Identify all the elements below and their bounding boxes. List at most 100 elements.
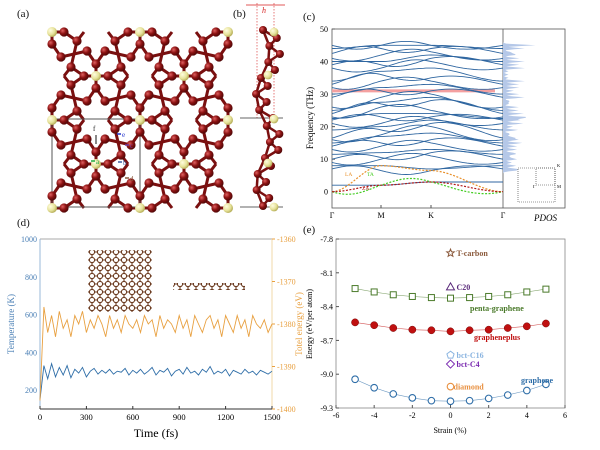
carbon-atom-sp2	[144, 140, 154, 150]
carbon-atom-sp2	[110, 194, 120, 204]
carbon-atom-sp2	[270, 66, 279, 74]
data-point-penta-graphene	[370, 288, 378, 296]
optical-band	[331, 104, 504, 120]
carbon-atom-sp2	[147, 27, 157, 37]
carbon-atom-sp2	[82, 46, 92, 56]
carbon-atom-sp2	[135, 103, 145, 113]
data-point-C20	[445, 281, 456, 291]
x-tick-label: 4	[525, 411, 529, 420]
carbon-atom-sp2	[259, 202, 267, 210]
carbon-atom-sp2	[167, 159, 177, 169]
carbon-atom-sp2	[144, 90, 154, 100]
carbon-atom-sp3	[47, 115, 57, 125]
carbon-atom-sp2	[154, 150, 164, 160]
bond-label-d: d	[130, 175, 134, 183]
carbon-atom-sp2	[135, 127, 145, 137]
data-point-graphene	[522, 386, 531, 395]
optical-band	[331, 40, 504, 50]
y-tick-label: -9.0	[320, 370, 333, 379]
carbon-atom-sp2	[265, 194, 274, 202]
data-point-penta-graphene	[427, 294, 435, 302]
x-tick-label: 600	[126, 412, 139, 422]
bz-label-m: M	[557, 184, 561, 189]
x-tick-label: -2	[409, 411, 416, 420]
carbon-atom-sp2	[56, 140, 66, 150]
optical-band	[331, 115, 504, 128]
carbon-atom-sp2	[126, 90, 136, 100]
y-tick-label: -8.1	[320, 269, 333, 278]
carbon-atom-sp2	[154, 62, 164, 72]
bond-label-e: e	[122, 131, 125, 139]
optical-band	[331, 88, 504, 98]
unit-cell	[51, 118, 141, 208]
kpoint-label: M	[377, 211, 384, 220]
data-point-graphene	[427, 396, 436, 405]
left-tick-label: 400	[25, 348, 37, 357]
optical-band	[332, 181, 503, 186]
series-label-graphene: graphene	[521, 376, 553, 385]
carbon-atom-sp2	[135, 191, 145, 201]
acoustic-branch-ZA	[332, 181, 503, 193]
carbon-atom-sp3	[269, 202, 279, 212]
bz-label-gamma: Γ	[533, 184, 536, 189]
x-tick-label: 900	[173, 412, 186, 422]
carbon-atom-sp2	[253, 170, 262, 178]
branch-label-LA: LA	[345, 172, 352, 178]
optical-band	[331, 124, 504, 143]
carbon-atom-sp2	[59, 115, 69, 125]
inset-top-view	[88, 250, 152, 312]
data-point-grapheneplus	[465, 326, 474, 335]
carbon-atom-sp2	[252, 90, 261, 98]
optical-band	[331, 72, 504, 85]
carbon-atom-sp2	[211, 27, 221, 37]
carbon-atom-sp2	[66, 150, 76, 160]
carbon-atom-sp2	[223, 127, 233, 137]
energy-ylabel: Energy (eV/per atom)	[305, 289, 314, 359]
data-point-grapheneplus	[427, 326, 436, 335]
data-point-graphene	[408, 394, 417, 402]
x-tick-label: 0	[38, 412, 42, 422]
bond-label-c: c	[130, 142, 133, 150]
data-point-penta-graphene	[447, 294, 454, 302]
y-tick-label: -8.7	[320, 336, 333, 345]
carbon-atom-sp2	[82, 134, 92, 144]
carbon-atom-sp2	[56, 178, 66, 188]
panel-label-a: (a)	[17, 8, 30, 20]
carbon-atom-sp2	[72, 194, 82, 204]
y-tick-label: 10	[320, 155, 328, 164]
point-label-bct-C16: bct-C16	[457, 351, 484, 360]
carbon-atom-sp2	[66, 80, 76, 90]
right-tick-label: -1380	[277, 320, 296, 329]
carbon-atom-sp2	[214, 90, 224, 100]
branch-label-TA: TA	[367, 172, 374, 178]
carbon-atom-sp2	[56, 90, 66, 100]
carbon-atom-sp2	[204, 150, 214, 160]
carbon-atom-sp2	[198, 36, 208, 46]
data-point-graphene	[351, 375, 359, 384]
data-point-graphene	[370, 383, 379, 392]
optical-band	[332, 132, 504, 144]
data-point-graphene	[389, 390, 398, 398]
optical-band	[331, 91, 504, 109]
carbon-atom-sp2	[179, 147, 189, 157]
carbon-atom-sp3	[135, 115, 145, 125]
carbon-atom-sp2	[116, 168, 126, 178]
carbon-atom-sp2	[59, 203, 69, 213]
carbon-atom-sp3	[91, 71, 101, 81]
carbon-atom-sp2	[179, 83, 189, 93]
left-tick-label: 600	[25, 311, 37, 320]
temperature-line	[39, 362, 273, 400]
kpoint-label: K	[428, 211, 434, 220]
carbon-atom-sp2	[160, 194, 170, 204]
y-tick-label: 0	[324, 188, 328, 197]
carbon-atom-sp2	[100, 96, 110, 106]
carbon-atom-sp2	[144, 178, 154, 188]
data-point-grapheneplus	[351, 318, 359, 327]
carbon-atom-sp2	[265, 138, 274, 146]
carbon-atom-sp3	[223, 27, 233, 37]
optical-band	[331, 165, 504, 175]
carbon-atom-sp2	[147, 203, 157, 213]
data-point-penta-graphene	[504, 291, 512, 299]
carbon-atom-sp3	[223, 203, 233, 213]
